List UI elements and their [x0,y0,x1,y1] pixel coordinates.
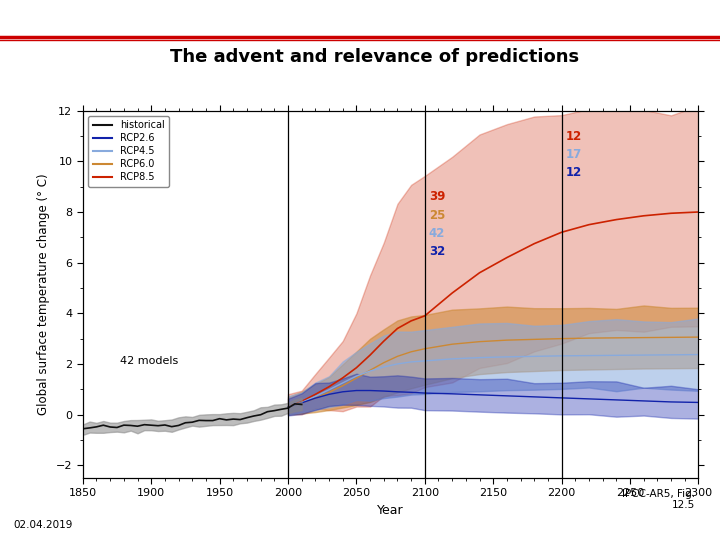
Text: 42: 42 [429,227,445,240]
Text: 02.04.2019: 02.04.2019 [13,520,72,530]
Text: IPCC-AR5, Fig.
12.5: IPCC-AR5, Fig. 12.5 [621,489,695,510]
Text: 12: 12 [566,166,582,179]
Text: The advent and relevance of predictions: The advent and relevance of predictions [170,48,579,66]
X-axis label: Year: Year [377,504,404,517]
Legend: historical, RCP2.6, RCP4.5, RCP6.0, RCP8.5: historical, RCP2.6, RCP4.5, RCP6.0, RCP8… [88,116,169,187]
Text: 17: 17 [566,148,582,161]
Text: 25: 25 [429,208,445,221]
Y-axis label: Global surface temperature change (° C): Global surface temperature change (° C) [37,173,50,415]
Text: 42 models: 42 models [120,356,178,367]
Text: 32: 32 [429,245,445,258]
Text: 39: 39 [429,190,445,203]
Text: 12: 12 [566,130,582,143]
